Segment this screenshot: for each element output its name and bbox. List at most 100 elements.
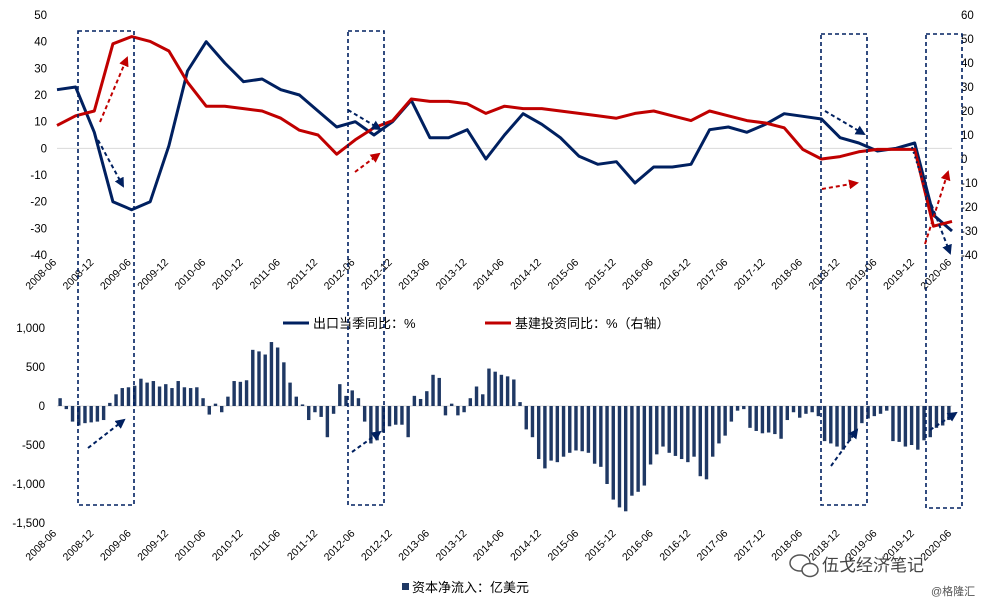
watermark-main: 伍戈经济笔记 [822,556,924,575]
legend-label-infra: 基建投资同比：%（右轴） [515,316,670,331]
trend-arrow [354,152,381,173]
capital-bar [505,376,510,406]
capital-bar [816,406,821,417]
capital-bar [704,406,709,480]
top-x-tick-label: 2019-06 [844,257,880,293]
capital-bar [748,406,752,428]
capital-bar [188,388,193,406]
bottom-tick-label: 1,000 [16,323,45,335]
trend-arrow [351,430,382,453]
capital-bar [897,406,901,442]
capital-bar [940,406,945,426]
bottom-tick-label: -1,500 [12,518,45,530]
capital-bar [574,406,578,451]
capital-bar [605,406,609,484]
bottom-bar-chart: -1,500 -1,000 -500 0 500 1,000 2008-06 2008-12… [12,323,954,563]
capital-bar [406,406,410,438]
left-tick-label: -40 [30,250,47,262]
capital-bar [909,406,914,445]
capital-bar [785,406,790,421]
top-x-tick-label: 2018-12 [807,257,843,293]
top-line-chart: -40 -30 -20 -10 0 10 20 30 40 50 -40 -30 -20 -10 0 10 2… [23,10,977,292]
capital-bar [325,406,330,438]
infra-series-line [56,35,953,228]
capital-bar [70,406,75,422]
capital-bar [804,406,808,414]
capital-bar [885,406,889,411]
capital-bar [673,406,678,456]
capital-bar [698,406,702,477]
capital-bar [400,406,404,425]
capital-bar [742,406,746,410]
capital-bar [518,402,522,406]
top-x-tick-label: 2010-12 [210,257,246,293]
capital-bar [729,406,734,422]
highlight-boxes [77,30,963,509]
capital-bar [760,406,765,434]
trend-arrow [824,110,866,136]
bottom-x-tick-label: 2013-06 [396,528,432,564]
highlight-box [347,30,385,506]
bottom-x-tick-label: 2008-12 [61,528,97,564]
capital-bar [387,406,392,427]
capital-bar [611,406,615,500]
capital-bar [841,406,845,450]
capital-bar [201,398,205,406]
right-tick-label: -10 [961,178,978,190]
capital-bar [456,406,460,416]
capital-bar [108,402,112,406]
capital-bar [300,404,305,406]
capital-bar [648,406,653,465]
capital-bar [829,406,833,444]
capital-bar [213,403,218,406]
capital-bar [686,406,690,463]
bottom-x-tick-label: 2009-06 [98,528,134,564]
export-forecast-dotted [911,146,929,199]
top-x-tick-label: 2015-12 [583,257,619,293]
capital-bar [717,406,721,444]
capital-bar [766,406,771,433]
top-x-tick-label: 2011-12 [285,257,320,292]
capital-bar [592,406,597,464]
capital-bar [151,381,156,406]
line-series [56,35,953,233]
left-tick-label: -10 [30,170,47,182]
bottom-x-tick-label: 2012-12 [359,528,395,564]
capital-bar [95,406,100,422]
capital-bar [394,406,398,425]
capital-bar [356,398,361,406]
capital-bar [636,406,640,492]
right-tick-label: -20 [961,202,978,214]
capital-bar [922,406,926,441]
capital-bar [866,406,870,419]
top-x-tick-label: 2019-12 [881,257,917,293]
watermark-sub: @格隆汇 [931,584,975,598]
capital-bar [83,406,87,424]
capital-bar [288,382,292,406]
capital-bar [530,406,535,438]
capital-bar [338,384,342,406]
bottom-x-axis-labels: 2008-06 2008-12 2009-06 2009-12 2010-06 2010-… [23,528,954,564]
capital-bar [425,391,429,406]
capital-bar [847,406,852,442]
bottom-x-tick-label: 2015-12 [583,528,619,564]
capital-bar [822,406,827,442]
capital-bar [835,406,839,447]
capital-bar [661,406,665,447]
capital-bar [580,406,584,452]
capital-bar [891,406,895,442]
top-x-tick-label: 2012-12 [359,257,395,293]
left-tick-label: 40 [34,37,47,49]
bottom-x-tick-label: 2016-12 [657,528,693,564]
capital-bar [176,381,180,406]
export-series-line [56,40,953,233]
top-x-tick-label: 2020-06 [918,257,954,293]
capital-bar [735,406,740,411]
trend-arrow [97,139,124,188]
capital-bar [642,406,647,486]
capital-bar [524,406,528,430]
capital-bar [350,390,354,406]
top-x-axis-labels: 2008-06 2008-12 2009-06 2009-12 2010-06 2010-… [23,257,954,293]
capital-bar [711,406,715,457]
bottom-tick-label: 500 [26,362,45,374]
